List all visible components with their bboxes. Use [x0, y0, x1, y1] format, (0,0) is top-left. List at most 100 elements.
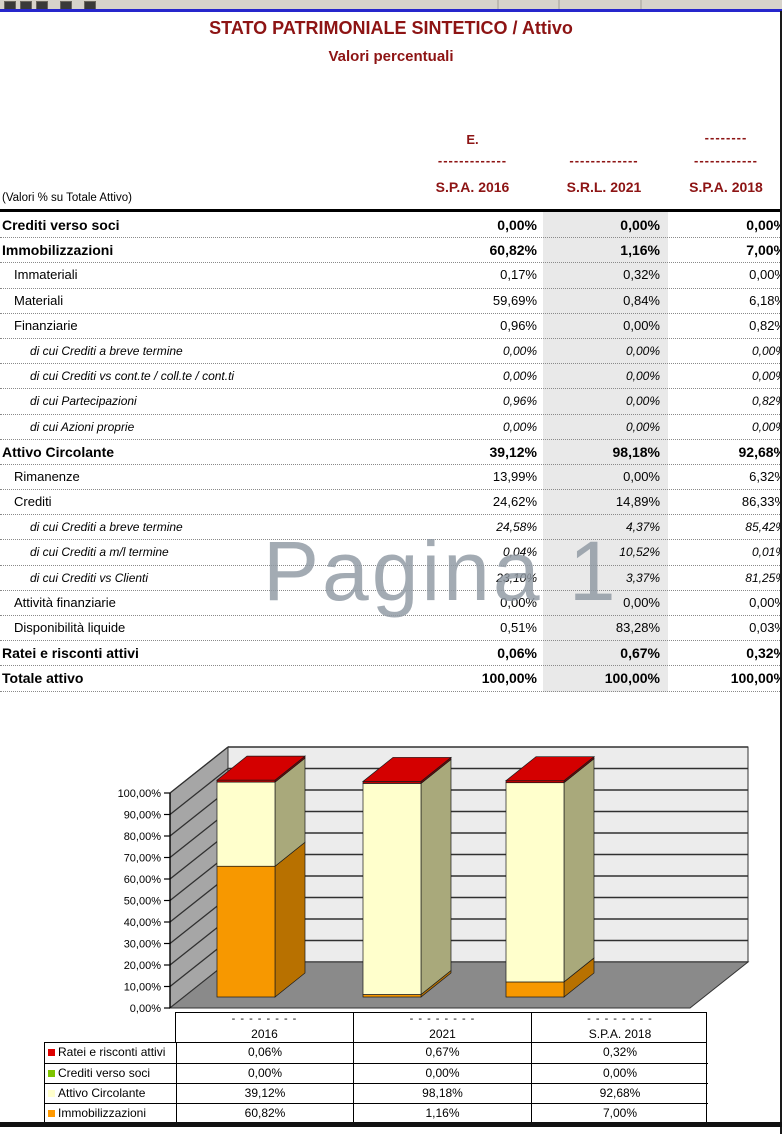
- window-border: [0, 9, 782, 12]
- cell-value: 0,00%: [751, 419, 782, 434]
- cell-value: 92,68%: [738, 443, 782, 460]
- legend-value-cell: 98,18%: [353, 1083, 531, 1103]
- cell-value: 81,25%: [745, 570, 782, 585]
- row-label: Attività finanziarie: [14, 594, 116, 610]
- table-row: Attivo Circolante 39,12% 98,18% 92,68%: [0, 440, 782, 465]
- bar-front-Attivo Circolante: [505, 782, 565, 983]
- cell-value: 100,00%: [604, 670, 660, 687]
- y-axis-tick-label: 30,00%: [124, 939, 162, 951]
- cell-value: 85,42%: [745, 520, 782, 535]
- company-year: S.P.A. 2016: [435, 179, 510, 195]
- cell-value: 0,82%: [749, 317, 782, 333]
- row-label: Ratei e risconti attivi: [2, 645, 139, 662]
- cell-value: 0,00%: [623, 468, 660, 484]
- cell-value: 0,03%: [749, 620, 782, 635]
- row-label: di cui Azioni proprie: [30, 419, 135, 434]
- table-row: Finanziarie 0,96% 0,00% 0,82%: [0, 314, 782, 339]
- y-axis-tick-label: 100,00%: [118, 788, 162, 800]
- legend-marker: [48, 1049, 55, 1057]
- company-name-masked: -------------: [437, 153, 508, 168]
- highlight-column-band: [543, 212, 668, 692]
- table-row: Immateriali 0,17% 0,32% 0,00%: [0, 263, 782, 289]
- legend-label-cell: Immobilizzazioni: [45, 1103, 176, 1123]
- cell-value: 0,00%: [625, 369, 660, 384]
- y-axis-tick-label: 60,00%: [124, 874, 162, 886]
- company-name-line: [543, 128, 665, 151]
- wall-gridline: [169, 767, 229, 816]
- legend-value-cell: 0,67%: [353, 1043, 531, 1063]
- cell-value: 0,67%: [620, 645, 660, 662]
- page-right-border: [780, 11, 782, 1134]
- row-label: Finanziarie: [14, 317, 78, 333]
- legend-marker: [48, 1090, 55, 1098]
- cell-value: 0,04%: [502, 545, 537, 560]
- cell-value: 59,69%: [492, 292, 537, 308]
- wall-gridline: [169, 746, 229, 794]
- legend-value-cell: 92,68%: [531, 1083, 708, 1103]
- legend-label-cell: Attivo Circolante: [45, 1083, 176, 1103]
- cell-value: 0,32%: [623, 267, 660, 283]
- row-label: Rimanenze: [14, 468, 80, 484]
- y-axis-tick-label: 0,00%: [130, 1003, 161, 1015]
- row-label: di cui Crediti vs cont.te / coll.te / co…: [30, 369, 235, 384]
- row-label: Disponibilità liquide: [14, 620, 126, 635]
- table-row: di cui Crediti vs cont.te / coll.te / co…: [0, 364, 782, 390]
- bar-top-Ratei e risconti attivi: [505, 756, 595, 782]
- y-axis-tick-label: 10,00%: [124, 982, 162, 994]
- category-masked-name: - - - - - - - -: [231, 1013, 298, 1025]
- y-axis-tick-label: 40,00%: [124, 917, 162, 929]
- toolbar-strip: [0, 0, 782, 11]
- table-row: Attività finanziarie 0,00% 0,00% 0,00%: [0, 591, 782, 616]
- table-row: di cui Crediti a breve termine 24,58% 4,37…: [0, 515, 782, 541]
- row-label: Attivo Circolante: [2, 443, 115, 460]
- cell-value: 24,58%: [496, 520, 537, 535]
- table-row: di cui Partecipazioni 0,96% 0,00% 0,82%: [0, 389, 782, 415]
- cell-value: 0,00%: [502, 419, 537, 434]
- table-row: Materiali 59,69% 0,84% 6,18%: [0, 289, 782, 314]
- cell-value: 0,32%: [746, 645, 782, 662]
- legend-grid: Ratei e risconti attivi 0,06% 0,67% 0,32% Cr…: [44, 1042, 708, 1124]
- legend-value-cell: 1,16%: [353, 1103, 531, 1123]
- toolbar-separator: [640, 0, 642, 9]
- cell-value: 100,00%: [730, 670, 782, 687]
- category-label: S.P.A. 2018: [588, 1027, 652, 1041]
- floor: [168, 961, 750, 1009]
- cell-value: 7,00%: [746, 242, 782, 259]
- cell-value: 98,18%: [612, 443, 660, 460]
- x-axis-category-row: - - - - - - - -2016- - - - - - - -2021- …: [175, 1012, 707, 1043]
- cell-value: 100,00%: [481, 670, 537, 687]
- column-header-company-1: E. ------------- S.P.A. 2016: [402, 128, 543, 200]
- cell-value: 86,33%: [741, 494, 782, 510]
- cell-value: 0,00%: [749, 267, 782, 283]
- legend-value-cell: 0,06%: [176, 1043, 353, 1063]
- bar-front-Immobilizzazioni: [362, 994, 422, 998]
- y-axis-tick-label: 80,00%: [124, 831, 162, 843]
- cell-value: 39,12%: [489, 443, 537, 460]
- bar-front-Attivo Circolante: [216, 781, 276, 867]
- cell-value: 83,28%: [615, 620, 660, 635]
- cell-value: 4,37%: [625, 520, 660, 535]
- cell-value: 0,00%: [749, 594, 782, 610]
- row-label: Materiali: [14, 292, 64, 308]
- bar-front-Immobilizzazioni: [216, 865, 276, 998]
- category-cell: - - - - - - - - S.P.A. 2018: [531, 1013, 708, 1042]
- row-label: di cui Crediti a breve termine: [30, 520, 183, 535]
- y-axis-tick-label: 50,00%: [124, 896, 162, 908]
- row-label: Immobilizzazioni: [2, 242, 114, 259]
- table-row: Totale attivo 100,00% 100,00% 100,00%: [0, 666, 782, 692]
- cell-value: 0,84%: [623, 292, 660, 308]
- legend-value-cell: 60,82%: [176, 1103, 353, 1123]
- column-header-company-3: -------- ------------ S.P.A. 2018: [666, 128, 782, 200]
- cell-value: 10,52%: [619, 545, 660, 560]
- cell-value: 6,18%: [749, 292, 782, 308]
- table-row: di cui Azioni proprie 0,00% 0,00% 0,00%: [0, 415, 782, 440]
- company-year: S.R.L. 2021: [566, 179, 642, 195]
- row-label: di cui Partecipazioni: [30, 394, 137, 409]
- balance-table-rows: Crediti verso soci 0,00% 0,00% 0,00% Immobil…: [0, 213, 782, 692]
- row-label: di cui Crediti vs Clienti: [30, 570, 149, 585]
- category-cell: - - - - - - - - 2021: [353, 1013, 531, 1042]
- legend-value-cell: 7,00%: [531, 1103, 708, 1123]
- header-rule: [0, 209, 782, 212]
- cell-value: 24,62%: [492, 494, 537, 510]
